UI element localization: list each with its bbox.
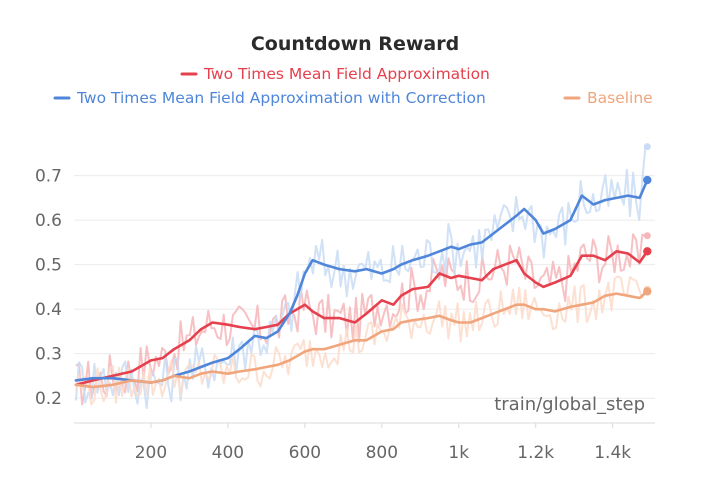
series-line [74,290,649,389]
legend-label: Baseline [587,89,653,107]
x-axis-label: train/global_step [494,394,645,415]
x-tick-label: 200 [135,443,167,463]
y-tick-label: 0.6 [35,211,62,231]
x-tick-label: 600 [289,443,321,463]
x-tick-label: 400 [212,443,244,463]
raw-end-dot [643,232,651,240]
y-tick-label: 0.3 [35,345,62,365]
x-tick-label: 1.4k [594,443,631,463]
series-line [74,250,649,387]
series-end-dot [643,287,652,296]
legend: Two Times Mean Field Approximation Two Ti… [53,65,653,107]
series-end-dot [643,247,652,256]
y-tick-label: 0.2 [35,389,62,409]
raw-series-lines [74,146,647,410]
y-tick-label: 0.5 [35,256,62,276]
y-tick-label: 0.4 [35,300,62,320]
raw-series-line [74,275,647,406]
raw-series-line [74,146,647,410]
raw-end-dot [643,143,651,151]
legend-label: Two Times Mean Field Approximation [203,65,490,83]
series-end-dot [643,175,652,185]
y-axis: 0.2 0.3 0.4 0.5 0.6 0.7 [35,167,62,410]
x-axis: 200 400 600 800 1k 1.2k 1.4k [74,422,655,463]
series-end-markers [643,143,652,296]
chart-title: Countdown Reward [251,33,459,55]
legend-label: Two Times Mean Field Approximation with … [76,89,486,107]
x-tick-label: 1k [448,443,469,463]
series-line [74,178,649,384]
x-tick-label: 800 [366,443,398,463]
x-tick-label: 1.2k [517,443,554,463]
smoothed-series-lines [74,178,649,389]
y-tick-label: 0.7 [35,167,62,187]
